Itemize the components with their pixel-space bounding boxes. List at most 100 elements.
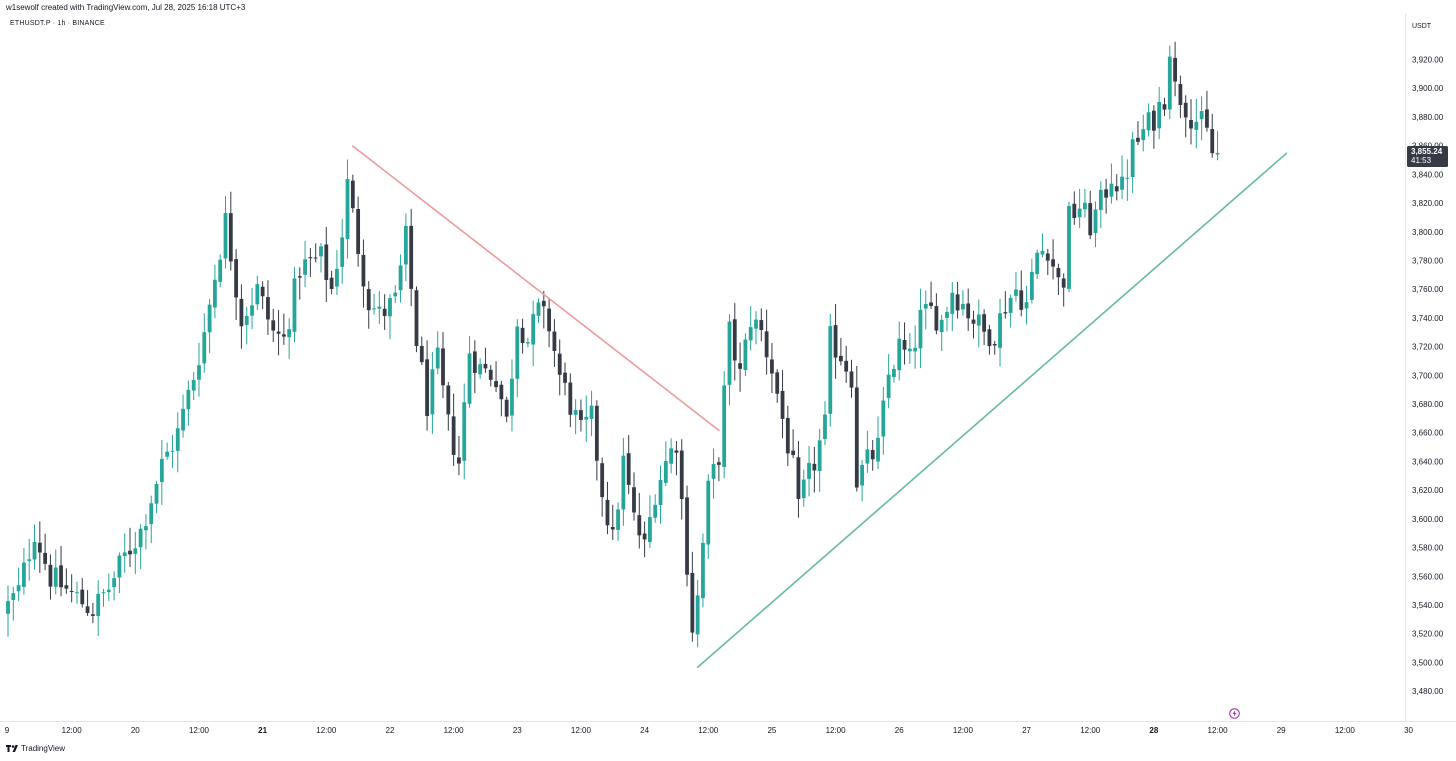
candle xyxy=(1146,103,1151,137)
candle xyxy=(1125,159,1130,201)
candle xyxy=(191,372,196,401)
candle xyxy=(350,174,355,213)
candle xyxy=(419,336,424,366)
candle xyxy=(308,248,313,277)
candle xyxy=(59,546,63,597)
candle xyxy=(27,538,32,581)
ascending-support-line[interactable] xyxy=(696,152,1288,669)
candle xyxy=(451,393,456,466)
candle xyxy=(780,370,785,439)
candle xyxy=(1083,188,1087,218)
candle xyxy=(987,324,992,355)
candle xyxy=(441,332,445,399)
candle xyxy=(722,371,727,479)
candle xyxy=(844,345,849,383)
candle xyxy=(335,249,339,295)
candle xyxy=(340,218,345,284)
candle xyxy=(37,521,42,573)
candle xyxy=(388,294,392,340)
candle xyxy=(1130,131,1135,194)
candle xyxy=(764,309,769,375)
time-tick-label: 26 xyxy=(895,726,904,735)
candle xyxy=(356,196,361,267)
candle xyxy=(303,240,307,288)
candle xyxy=(345,159,350,259)
last-price-badge xyxy=(1407,145,1448,167)
candle xyxy=(398,254,403,303)
candle xyxy=(244,306,249,345)
candle xyxy=(732,303,737,381)
candle xyxy=(16,567,21,601)
candle xyxy=(892,364,896,383)
time-tick-label: 12:00 xyxy=(62,726,83,735)
candle xyxy=(239,284,244,349)
candle xyxy=(945,306,949,332)
time-axis[interactable]: 9 12:00 20 12:00 21 12:00 22 12:00 23 12:00 24 12:0… xyxy=(5,726,1414,735)
candle xyxy=(467,335,472,408)
candle xyxy=(828,313,833,427)
candle xyxy=(1151,105,1156,149)
candle xyxy=(1056,263,1061,295)
candle xyxy=(807,445,811,497)
candle xyxy=(260,281,265,310)
candle xyxy=(53,549,58,595)
candle xyxy=(1157,86,1162,140)
candle xyxy=(536,298,541,324)
candle xyxy=(812,446,817,493)
candle xyxy=(541,290,546,329)
candle xyxy=(616,502,620,541)
candle xyxy=(817,428,822,492)
candle xyxy=(955,281,960,319)
candle xyxy=(838,338,843,366)
time-tick-label: 28 xyxy=(1149,726,1158,735)
candle xyxy=(674,441,679,476)
candle xyxy=(478,358,483,379)
candle xyxy=(414,286,419,353)
price-tick-label: 3,540.00 xyxy=(1412,601,1444,610)
candle xyxy=(462,383,467,480)
price-axis[interactable]: 3,480.00 3,500.00 3,520.00 3,540.00 3,560.00… xyxy=(1412,56,1444,697)
candle xyxy=(255,275,260,310)
candle xyxy=(117,552,122,594)
candle xyxy=(695,579,700,648)
price-tick-label: 3,820.00 xyxy=(1412,199,1444,208)
candle xyxy=(918,288,923,369)
flash-icon[interactable] xyxy=(1229,708,1240,719)
price-tick-label: 3,740.00 xyxy=(1412,314,1444,323)
candle xyxy=(372,294,376,315)
candle xyxy=(563,362,567,396)
candle xyxy=(754,311,758,345)
candle xyxy=(706,474,711,559)
candle xyxy=(69,574,74,603)
candle xyxy=(976,299,981,348)
trendlines xyxy=(352,145,1288,669)
price-axis-currency: USDT xyxy=(1412,23,1432,30)
time-tick-label: 12:00 xyxy=(1335,726,1356,735)
time-tick-label: 12:00 xyxy=(826,726,847,735)
candle xyxy=(573,399,578,435)
candle xyxy=(106,573,111,601)
candle xyxy=(212,264,217,319)
candle xyxy=(133,531,138,575)
candle xyxy=(1029,258,1034,304)
descending-resistance-line[interactable] xyxy=(352,145,720,432)
candle xyxy=(504,396,509,423)
candle xyxy=(939,314,944,351)
candle xyxy=(886,354,891,409)
candle xyxy=(849,359,854,398)
candle xyxy=(382,294,387,330)
price-tick-label: 3,560.00 xyxy=(1412,572,1444,581)
candle xyxy=(685,485,689,587)
candle xyxy=(234,249,239,321)
candle xyxy=(207,299,212,354)
candle xyxy=(1093,201,1098,248)
time-tick-label: 12:00 xyxy=(189,726,210,735)
candles xyxy=(6,41,1220,648)
candle xyxy=(738,342,742,392)
candle xyxy=(403,213,408,282)
candle xyxy=(472,340,477,394)
candle xyxy=(748,306,753,351)
price-tick-label: 3,500.00 xyxy=(1412,658,1444,667)
